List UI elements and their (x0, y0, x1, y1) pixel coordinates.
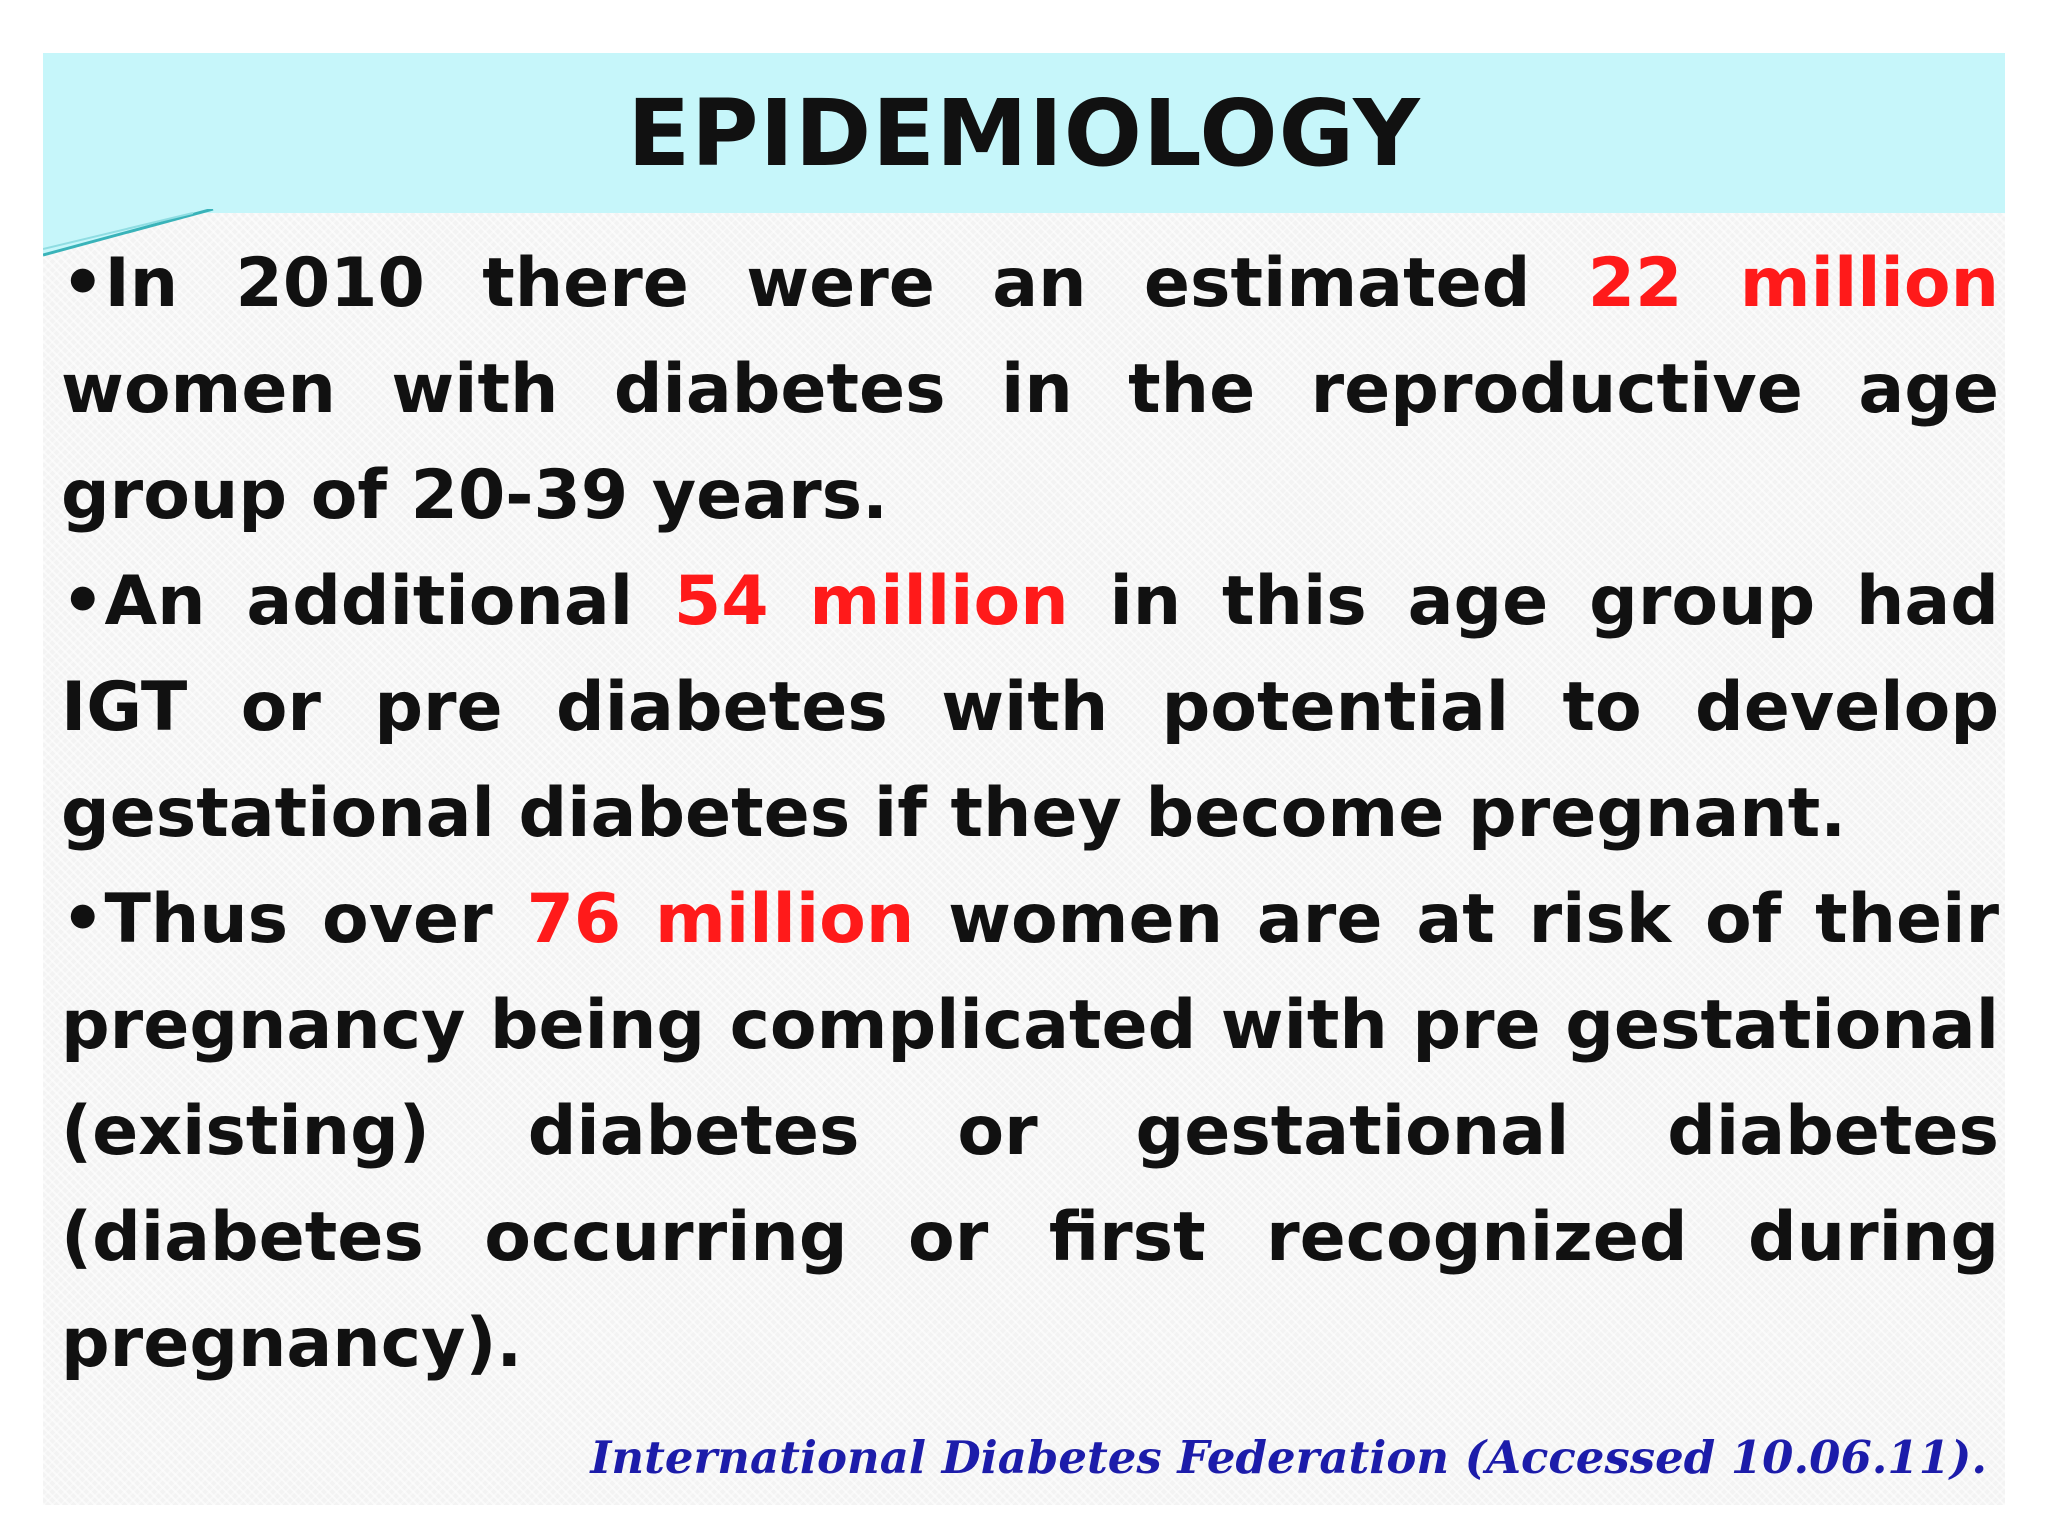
bullet-text: •Thus over (61, 880, 527, 959)
highlight-figure: 54 million (673, 562, 1069, 641)
bullet-item: •Thus over 76 million women are at risk … (61, 867, 1999, 1397)
bullet-text: •An additional (61, 562, 674, 641)
slide: EPIDEMIOLOGY •In 2010 there were an esti… (43, 53, 2005, 1505)
title-band: EPIDEMIOLOGY (43, 53, 2005, 213)
slide-title: EPIDEMIOLOGY (627, 80, 1421, 187)
bullet-text: women with diabetes in the reproductive … (61, 350, 1999, 535)
source-citation: International Diabetes Federation (Acces… (590, 1431, 1987, 1484)
bullet-text: in this age group had IGT or pre diabete… (61, 562, 1999, 853)
highlight-figure: 22 million (1587, 244, 1999, 323)
bullet-item: •An additional 54 million in this age gr… (61, 549, 1999, 867)
swoosh-decoration (43, 209, 214, 257)
bullet-text: women are at risk of their pregnancy bei… (61, 880, 2000, 1383)
slide-body: •In 2010 there were an estimated 22 mill… (61, 231, 1999, 1397)
bullet-item: •In 2010 there were an estimated 22 mill… (61, 231, 1999, 549)
highlight-figure: 76 million (526, 880, 915, 959)
bullet-text: •In 2010 there were an estimated (61, 244, 1588, 323)
